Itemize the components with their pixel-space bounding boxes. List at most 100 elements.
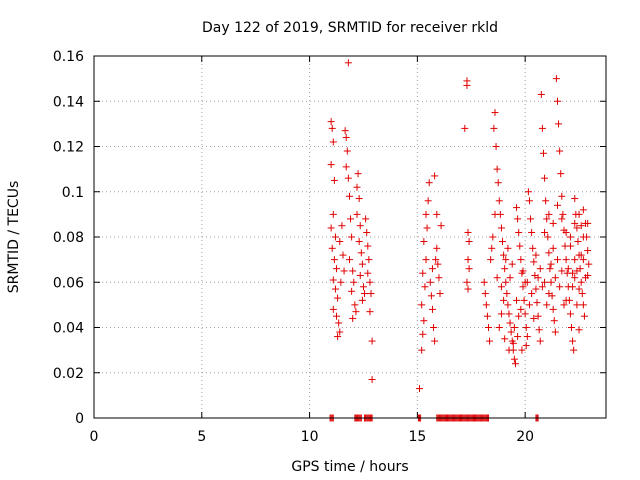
- data-point: [422, 256, 430, 264]
- data-point: [364, 269, 372, 277]
- data-point: [506, 274, 514, 282]
- data-point: [508, 260, 516, 268]
- data-point: [489, 233, 497, 241]
- data-point: [419, 269, 427, 277]
- ticks-layer: 0 5 10 15 20 0 0.02 0.04 0.06 0.08 0.1 0.12 0.14 0.16: [53, 49, 606, 445]
- data-point: [530, 314, 538, 322]
- data-point: [461, 124, 469, 132]
- data-point: [329, 276, 337, 284]
- data-point: [579, 256, 587, 264]
- data-point: [362, 215, 370, 223]
- data-point: [577, 251, 585, 259]
- data-point: [463, 81, 471, 89]
- data-point: [556, 147, 564, 155]
- data-point: [359, 283, 367, 291]
- data-point: [530, 258, 538, 266]
- data-point: [579, 301, 587, 309]
- data-point: [564, 265, 572, 273]
- data-point: [347, 215, 355, 223]
- data-point: [328, 244, 336, 252]
- data-point: [342, 133, 350, 141]
- data-point: [418, 301, 426, 309]
- data-point: [481, 290, 489, 298]
- data-point: [545, 210, 553, 218]
- data-point: [434, 260, 442, 268]
- data-point: [542, 197, 550, 205]
- data-point: [513, 296, 521, 304]
- data-point: [431, 337, 439, 345]
- data-point: [464, 228, 472, 236]
- data-point: [560, 301, 568, 309]
- data-point: [432, 256, 440, 264]
- data-point: [577, 278, 585, 286]
- data-point: [514, 333, 522, 341]
- data-point: [534, 312, 542, 320]
- data-point: [487, 256, 495, 264]
- data-point: [427, 292, 435, 300]
- data-point: [497, 283, 505, 291]
- data-point: [578, 290, 586, 298]
- data-point: [538, 283, 546, 291]
- data-point: [422, 210, 430, 218]
- data-point: [504, 244, 512, 252]
- data-point: [544, 233, 552, 241]
- data-point: [437, 222, 445, 230]
- data-point: [494, 179, 502, 187]
- data-point: [488, 244, 496, 252]
- data-point: [329, 305, 337, 313]
- data-point: [504, 301, 512, 309]
- data-point: [463, 278, 471, 286]
- data-point: [510, 355, 518, 363]
- data-point: [330, 256, 338, 264]
- data-point: [334, 333, 342, 341]
- data-point: [513, 204, 521, 212]
- data-point: [344, 59, 352, 67]
- data-point: [341, 127, 349, 135]
- data-point: [520, 296, 528, 304]
- data-point: [340, 267, 348, 275]
- data-point: [525, 301, 533, 309]
- data-point: [584, 219, 592, 227]
- data-point: [536, 337, 544, 345]
- data-point: [502, 278, 510, 286]
- data-point: [558, 192, 566, 200]
- data-point: [517, 256, 525, 264]
- data-point: [507, 328, 515, 336]
- y-tick-label: 0.06: [53, 275, 84, 291]
- data-point: [420, 238, 428, 246]
- y-tick-label: 0.12: [53, 140, 84, 156]
- data-point: [571, 274, 579, 282]
- data-point: [367, 290, 375, 298]
- data-point: [428, 265, 436, 273]
- data-point: [500, 296, 508, 304]
- data-point: [569, 283, 577, 291]
- data-point: [573, 224, 581, 232]
- data-point: [358, 260, 366, 268]
- data-point: [551, 274, 559, 282]
- data-point: [575, 285, 583, 293]
- data-point: [528, 290, 536, 298]
- data-point: [327, 224, 335, 232]
- data-point: [559, 210, 567, 218]
- data-point: [517, 305, 525, 313]
- data-point: [571, 195, 579, 203]
- data-point: [553, 256, 561, 264]
- data-point: [356, 222, 364, 230]
- data-point: [533, 299, 541, 307]
- data-point: [344, 174, 352, 182]
- data-point: [547, 278, 555, 286]
- data-point: [538, 124, 546, 132]
- data-point: [547, 260, 555, 268]
- data-point: [419, 330, 427, 338]
- data-point: [331, 233, 339, 241]
- y-tick-label: 0.08: [53, 230, 84, 246]
- data-point: [343, 147, 351, 155]
- data-point: [349, 314, 357, 322]
- data-point: [436, 290, 444, 298]
- data-point: [345, 256, 353, 264]
- data-point: [464, 256, 472, 264]
- data-point: [345, 192, 353, 200]
- data-point: [574, 238, 582, 246]
- data-point: [353, 183, 361, 191]
- data-point: [485, 324, 493, 331]
